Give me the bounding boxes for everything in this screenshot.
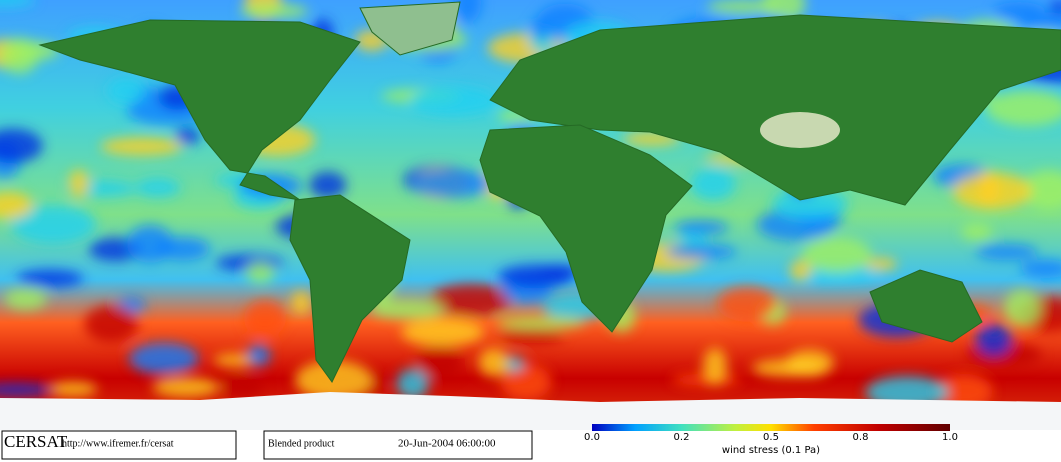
- colorbar-tick-label: 0.0: [584, 432, 600, 443]
- wind-blob: [478, 348, 510, 377]
- wind-blob: [175, 127, 201, 145]
- wind-blob: [690, 167, 736, 201]
- wind-blob: [309, 171, 347, 199]
- wind-blob: [246, 344, 271, 367]
- wind-blob: [222, 374, 264, 398]
- wind-blob: [985, 90, 1061, 127]
- wind-blob: [0, 37, 39, 74]
- date: 20-Jun-2004 06:00:00: [398, 438, 496, 450]
- wind-blob: [243, 299, 286, 338]
- wind-blob: [368, 299, 445, 320]
- wind-blob: [772, 188, 848, 220]
- wind-blob: [135, 178, 181, 198]
- wind-blob: [1003, 289, 1041, 327]
- colorbar-tick-label: 1.0: [942, 432, 958, 443]
- wind-blob: [430, 284, 512, 317]
- wind-blob: [500, 364, 552, 400]
- wind-blob: [100, 137, 184, 156]
- africa: [479, 124, 693, 333]
- url: http://www.ifremer.fr/cersat: [62, 438, 174, 449]
- north-america: [38, 19, 361, 201]
- wind-blob: [497, 264, 574, 289]
- wind-blob: [530, 17, 552, 40]
- wind-blob: [416, 345, 463, 380]
- wind-blob: [401, 318, 484, 347]
- australia: [869, 269, 983, 343]
- wind-blob: [10, 204, 96, 244]
- wind-blob: [68, 169, 90, 198]
- colorbar-label: wind stress (0.1 Pa): [722, 445, 820, 456]
- south-america: [289, 194, 411, 383]
- greenland: [359, 1, 461, 56]
- wind-blob: [960, 223, 993, 241]
- wind-blob: [0, 128, 43, 164]
- colorbar-tick-label: 0.8: [853, 432, 869, 443]
- wind-blob: [1020, 259, 1061, 279]
- wind-blob: [0, 0, 36, 8]
- wind-blob: [410, 169, 493, 199]
- wind-blob: [706, 0, 781, 14]
- logo: CERSAT: [4, 432, 68, 451]
- product-box: [263, 430, 533, 460]
- wind-blob: [0, 191, 33, 219]
- wind-blob: [454, 0, 482, 23]
- wind-blob: [16, 269, 84, 288]
- land: [38, 1, 1061, 383]
- wind-blob: [246, 262, 275, 284]
- tibet: [760, 112, 840, 148]
- wind-blob: [48, 381, 98, 397]
- wind-blob: [952, 172, 1032, 210]
- wind-blob: [107, 78, 146, 104]
- eurasia: [489, 14, 1061, 206]
- wind-blob: [84, 305, 139, 343]
- colorbar: [592, 424, 950, 431]
- wind-blob: [789, 259, 812, 282]
- wind-blob: [1022, 170, 1061, 210]
- wind-blob: [790, 267, 881, 283]
- wind-blob: [155, 237, 210, 261]
- wind-blob: [4, 287, 47, 310]
- wind-blob: [801, 236, 872, 273]
- wind-blob: [152, 377, 220, 398]
- wind-blob: [499, 328, 565, 345]
- wind-blob: [975, 244, 1038, 261]
- colorbar-tick-label: 0.5: [763, 432, 779, 443]
- wind-blob: [409, 86, 497, 116]
- antarctica: [0, 392, 1061, 430]
- wind-blob: [294, 360, 373, 400]
- wind-blob: [396, 368, 430, 400]
- wind-blob: [785, 349, 834, 377]
- logo-box: [1, 430, 237, 460]
- product: Blended product: [268, 438, 335, 449]
- wind-blob: [865, 257, 898, 271]
- wind-blob: [1049, 0, 1061, 14]
- wind-blob: [665, 244, 737, 260]
- wind-blob: [702, 347, 728, 385]
- wind-blob: [495, 316, 586, 329]
- wind-blob: [129, 342, 199, 375]
- wind-blob: [717, 286, 777, 322]
- wind-blob: [674, 220, 729, 236]
- wind-blob: [975, 323, 1013, 357]
- wind-blob: [0, 383, 54, 397]
- wind-blob: [993, 2, 1045, 20]
- wind-blob: [239, 3, 309, 19]
- wind-blob: [291, 290, 312, 316]
- colorbar-tick-label: 0.2: [674, 432, 690, 443]
